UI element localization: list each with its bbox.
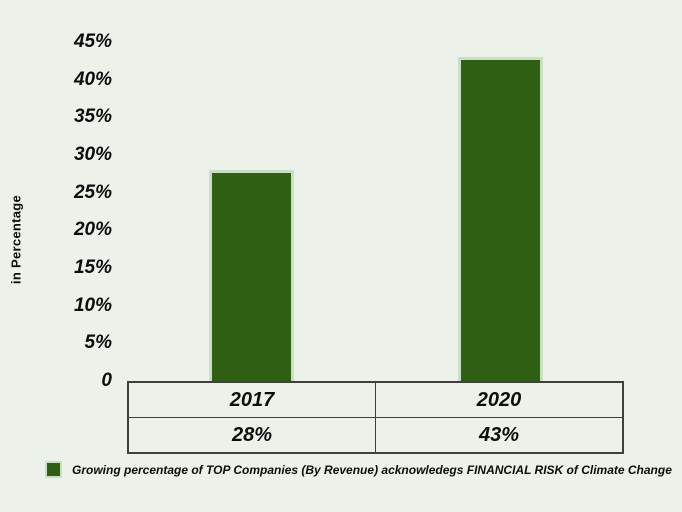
category-cell-2017: 2017 (127, 381, 376, 418)
y-axis-ticks: 45% 40% 35% 30% 25% 20% 15% 10% 5% 0 (0, 0, 112, 512)
y-tick-label: 45% (73, 31, 112, 52)
category-row: 2017 2020 (127, 381, 624, 418)
category-table: 2017 2020 28% 43% (127, 381, 624, 454)
y-tick-label: 5% (84, 332, 112, 354)
y-tick-label: 35% (73, 106, 112, 128)
y-tick-label: 10% (73, 294, 112, 316)
legend: Growing percentage of TOP Companies (By … (45, 461, 672, 478)
y-tick-label: 20% (73, 219, 112, 241)
y-tick-label: 30% (73, 144, 112, 165)
bar-2017 (208, 170, 294, 381)
legend-label: Growing percentage of TOP Companies (By … (72, 462, 672, 477)
legend-swatch-icon (45, 461, 62, 478)
bar-2020 (457, 57, 543, 381)
y-tick-label: 40% (73, 68, 112, 90)
value-cell-2017: 28% (127, 417, 376, 454)
value-cell-2020: 43% (375, 417, 624, 454)
category-cell-2020: 2020 (375, 381, 624, 418)
y-tick-label: 15% (73, 257, 112, 278)
y-tick-label: 0 (101, 370, 112, 391)
value-row: 28% 43% (127, 417, 624, 454)
y-tick-label: 25% (73, 181, 112, 203)
